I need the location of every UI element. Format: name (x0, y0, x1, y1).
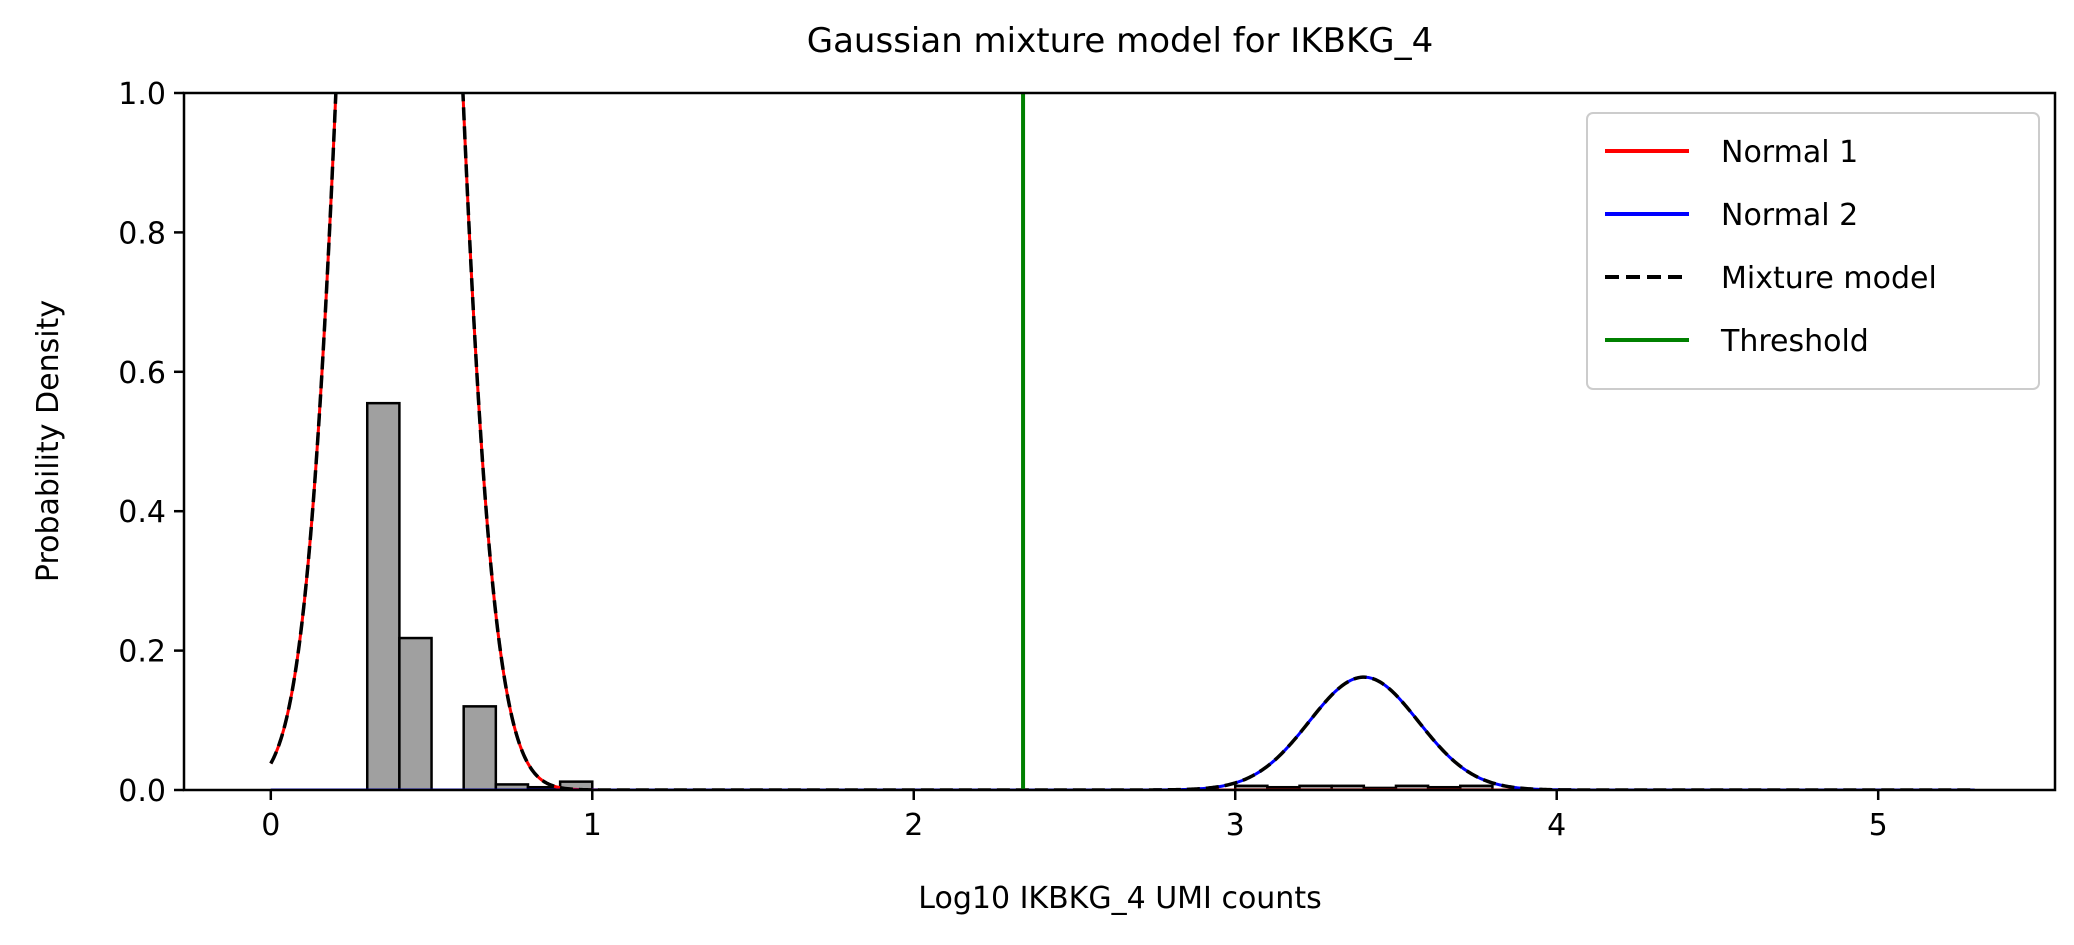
x-tick-label: 3 (1226, 808, 1245, 843)
x-tick-label: 2 (904, 808, 923, 843)
y-tick-label: 1.0 (118, 77, 166, 112)
legend-label: Normal 1 (1721, 135, 1858, 170)
series-line-normal-1 (269, 93, 1975, 790)
y-tick-label: 0.0 (118, 774, 166, 809)
x-axis: 0 1 2 3 4 5 (261, 790, 1888, 843)
y-tick-label: 0.4 (118, 495, 166, 530)
x-tick-label: 0 (261, 808, 280, 843)
legend-label: Normal 2 (1721, 198, 1858, 233)
axes-frame (182, 91, 2057, 792)
legend-box (1586, 112, 2040, 390)
y-axis: 0.0 0.2 0.4 0.6 0.8 1.0 (118, 77, 184, 809)
y-tick-label: 0.8 (118, 216, 166, 251)
legend-label: Threshold (1720, 324, 1869, 359)
x-tick-label: 5 (1869, 808, 1888, 843)
histogram-bar-2 (462, 705, 498, 790)
histogram-bar-1 (398, 636, 433, 790)
plot-content (269, 93, 1975, 790)
legend: Normal 1 Normal 2 Mixture model Threshold (1586, 112, 2040, 390)
y-tick-label: 0.6 (118, 356, 166, 391)
chart-title: Gaussian mixture model for IKBKG_4 (807, 21, 1433, 61)
x-tick-label: 4 (1547, 808, 1566, 843)
x-tick-label: 1 (583, 808, 602, 843)
histogram-bar-0 (365, 401, 401, 790)
y-tick-label: 0.2 (118, 635, 166, 670)
legend-label: Mixture model (1721, 261, 1937, 296)
x-axis-label: Log10 IKBKG_4 UMI counts (918, 881, 1321, 916)
y-axis-label: Probability Density (31, 300, 66, 582)
